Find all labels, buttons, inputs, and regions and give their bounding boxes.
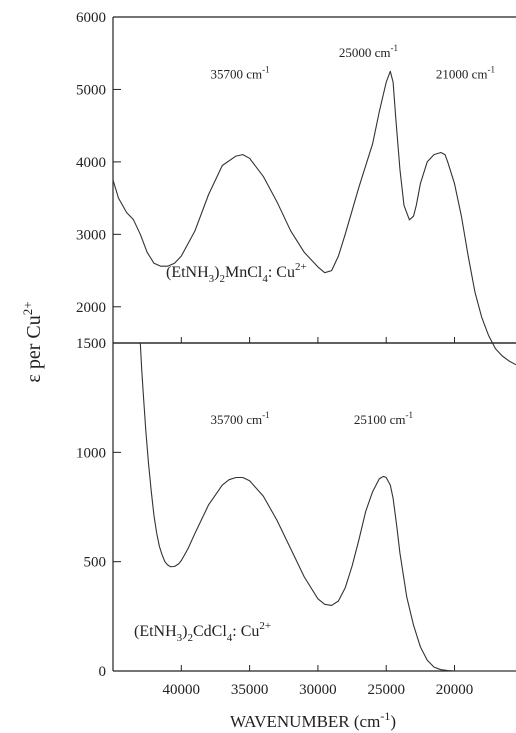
y-tick-label: 4000: [76, 155, 106, 171]
x-tick-label: 20000: [436, 682, 474, 698]
y-tick-label: 5000: [76, 82, 106, 98]
sample-label: (EtNH3)2CdCl4: Cu2+: [134, 620, 271, 644]
spectrum-line: [139, 342, 516, 672]
x-axis-label-end: ): [390, 712, 396, 731]
x-tick-label: 35000: [231, 682, 269, 698]
peak-annotation: 35700 cm-1: [210, 410, 269, 427]
y-tick-label: 0: [99, 664, 107, 680]
y-axis-label-main: ε per Cu: [23, 315, 45, 382]
peak-annotation: 35700 cm-1: [210, 65, 269, 82]
y-tick-label: 1500: [76, 336, 106, 352]
x-axis-label: WAVENUMBER (cm-1): [230, 709, 396, 731]
peak-annotation: 21000 cm-1: [436, 65, 495, 82]
x-tick-label: 30000: [299, 682, 337, 698]
y-tick-label: 3000: [76, 227, 106, 243]
y-tick-label: 1000: [76, 445, 106, 461]
peak-annotation: 25100 cm-1: [354, 410, 413, 427]
y-tick-label: 6000: [76, 10, 106, 26]
y-axis-label-sup: 2+: [20, 301, 35, 315]
x-axis: 40000 35000 30000 25000 20000: [163, 682, 474, 698]
y-tick-label: 2000: [76, 300, 106, 316]
bottom-panel: 0 500 1000 1500 35700 cm-1 25100 cm-1 (EtNH3)2…: [76, 336, 516, 680]
peak-annotation: 25000 cm-1: [339, 43, 398, 60]
y-axis-label: ε per Cu2+: [20, 301, 45, 382]
x-tick-label: 25000: [367, 682, 405, 698]
x-axis-label-sup: -1: [380, 709, 390, 723]
y-tick-label: 500: [84, 555, 107, 571]
sample-label: (EtNH3)2MnCl4: Cu2+: [166, 261, 307, 285]
spectrum-line: [112, 70, 516, 366]
x-axis-label-main: WAVENUMBER (cm: [230, 712, 380, 731]
x-tick-label: 40000: [163, 682, 201, 698]
top-panel: 2000 3000 4000 5000 6000 35700 cm-1 25000 cm-1…: [76, 10, 516, 366]
